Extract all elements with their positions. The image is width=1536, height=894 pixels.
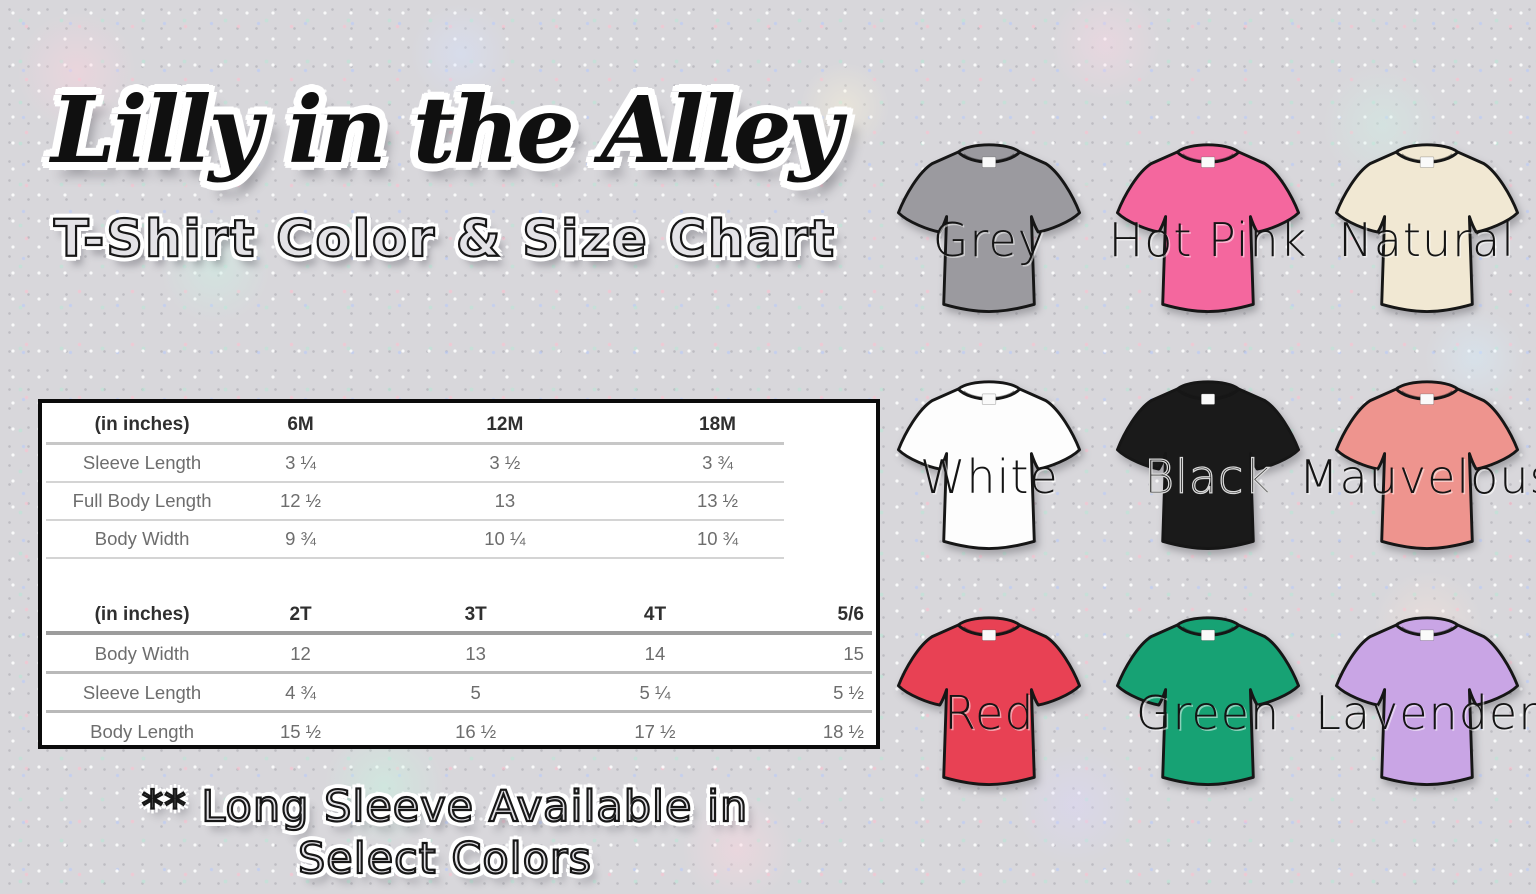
table-row: Body Width 9 ¾ 10 ¼ 10 ¾ bbox=[42, 520, 876, 559]
column-header-18m: 18M bbox=[699, 414, 736, 435]
shirt-swatch-grey: Grey bbox=[880, 116, 1099, 353]
table-cell: 5 bbox=[470, 681, 481, 703]
unit-label: (in inches) bbox=[94, 603, 190, 625]
shirt-swatch-white: White bbox=[880, 353, 1099, 590]
table-cell: 15 ½ bbox=[279, 720, 322, 742]
page-subtitle: T-Shirt Color & Size Chart bbox=[53, 209, 837, 270]
table-cell: 16 ½ bbox=[455, 720, 497, 742]
row-label: Body Width bbox=[94, 642, 190, 664]
row-label: Body Width bbox=[94, 528, 190, 549]
table-cell: 3 ½ bbox=[489, 452, 521, 473]
column-header-12m: 12M bbox=[486, 414, 524, 435]
table-cell: 9 ¾ bbox=[285, 528, 316, 549]
column-header-6m: 6M bbox=[287, 414, 314, 435]
brand-title: Lilly in the Alley bbox=[50, 76, 842, 184]
table-cell: 3 ¾ bbox=[702, 452, 733, 473]
shirt-swatch-red: Red bbox=[880, 589, 1099, 826]
left-column: Lilly in the Alley T-Shirt Color & Size … bbox=[0, 0, 890, 886]
color-swatch-grid: Grey Hot Pink Natural White Black Mauvel… bbox=[880, 116, 1536, 826]
table-cell: 13 ½ bbox=[696, 490, 739, 511]
table-row: Body Width 12 13 14 15 bbox=[42, 634, 876, 674]
shirt-swatch-mauvelous: Mauvelous bbox=[1299, 353, 1536, 590]
table-cell: 4 ¾ bbox=[285, 681, 316, 703]
table-row: Full Body Length 12 ½ 13 13 ½ bbox=[42, 482, 876, 521]
color-label: Grey bbox=[932, 213, 1046, 268]
color-label: Lavender bbox=[1315, 686, 1536, 741]
shirt-swatch-natural: Natural bbox=[1317, 116, 1536, 353]
color-label: White bbox=[919, 449, 1059, 504]
toddler-header-row: (in inches) 2T 3T 4T 5/6 bbox=[42, 595, 876, 635]
table-cell: 13 bbox=[465, 642, 486, 664]
shirt-swatch-black: Black bbox=[1099, 353, 1318, 590]
table-cell: 12 ½ bbox=[279, 490, 322, 511]
color-label: Red bbox=[944, 686, 1035, 741]
column-header-2t: 2T bbox=[289, 603, 312, 625]
table-row: Sleeve Length 3 ¼ 3 ½ 3 ¾ bbox=[42, 444, 876, 483]
table-cell: 5 ¼ bbox=[639, 681, 671, 703]
row-label: Full Body Length bbox=[72, 490, 212, 511]
color-label: Black bbox=[1143, 449, 1272, 504]
table-row: Sleeve Length 4 ¾ 5 5 ¼ 5 ½ bbox=[42, 673, 876, 713]
column-header-3t: 3T bbox=[464, 603, 487, 625]
long-sleeve-note-line2: Select Colors bbox=[297, 833, 592, 885]
shirt-swatch-lavender: Lavender bbox=[1315, 589, 1536, 826]
row-label: Sleeve Length bbox=[82, 681, 202, 703]
size-chart-box: (in inches) 6M 12M 18M Sleeve Length 3 ¼… bbox=[38, 399, 880, 749]
table-cell: 15 bbox=[843, 642, 864, 664]
color-label: Green bbox=[1135, 686, 1281, 741]
shirt-swatch-hot-pink: Hot Pink bbox=[1099, 116, 1318, 353]
table-cell: 5 ½ bbox=[833, 681, 864, 703]
table-cell: 3 ¼ bbox=[285, 452, 316, 473]
column-header-4t: 4T bbox=[643, 603, 667, 625]
row-label: Body Length bbox=[90, 720, 195, 742]
color-label: Natural bbox=[1338, 213, 1515, 268]
table-cell: 18 ½ bbox=[822, 720, 864, 742]
color-label: Mauvelous bbox=[1298, 449, 1536, 504]
table-cell: 10 ¼ bbox=[484, 528, 526, 549]
table-row: Body Length 15 ½ 16 ½ 17 ½ 18 ½ bbox=[42, 712, 876, 751]
table-cell: 13 bbox=[494, 490, 516, 511]
long-sleeve-note: ** Long Sleeve Available in Select Color… bbox=[0, 781, 890, 886]
table-cell: 14 bbox=[644, 642, 666, 664]
infant-size-table: (in inches) 6M 12M 18M Sleeve Length 3 ¼… bbox=[42, 406, 876, 559]
unit-label: (in inches) bbox=[94, 414, 190, 435]
toddler-size-table: (in inches) 2T 3T 4T 5/6 Body Width 12 1… bbox=[42, 595, 876, 751]
column-header-56: 5/6 bbox=[837, 603, 864, 625]
table-cell: 10 ¾ bbox=[696, 528, 739, 549]
section-gap bbox=[42, 558, 876, 595]
table-cell: 17 ½ bbox=[634, 720, 676, 742]
long-sleeve-note-line1: ** Long Sleeve Available in bbox=[141, 781, 749, 833]
color-label: Hot Pink bbox=[1108, 213, 1308, 268]
table-cell: 12 bbox=[290, 642, 311, 664]
infant-header-row: (in inches) 6M 12M 18M bbox=[42, 406, 876, 445]
row-label: Sleeve Length bbox=[82, 452, 202, 473]
shirt-swatch-green: Green bbox=[1099, 589, 1318, 826]
